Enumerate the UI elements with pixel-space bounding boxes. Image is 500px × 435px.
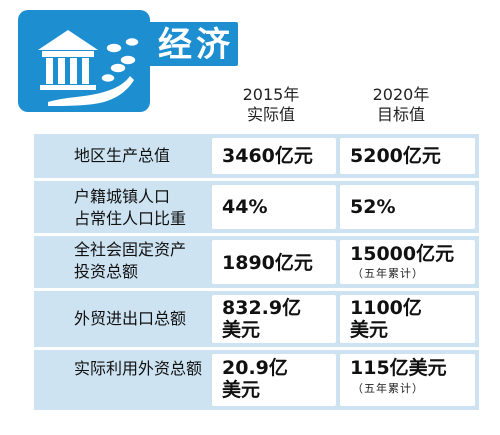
target-value: 1100亿 — [350, 297, 422, 319]
target-value: 美元 — [350, 319, 389, 341]
bank-with-coins-icon — [38, 30, 140, 106]
actual-cell: 832.9亿 美元 — [212, 295, 336, 343]
table-row: 户籍城镇人口 占常住人口比重 44% 52% — [34, 181, 479, 236]
actual-cell: 20.9亿 美元 — [212, 354, 336, 406]
section-title: 经济 — [158, 25, 234, 65]
target-value: 115亿美元 — [350, 357, 447, 379]
actual-value: 美元 — [222, 319, 261, 341]
column-header-2015: 2015年 实际值 — [216, 85, 326, 125]
table-row: 地区生产总值 3460亿元 5200亿元 — [34, 134, 479, 181]
target-cell: 52% — [340, 185, 475, 229]
column-year: 2015年 — [242, 85, 300, 104]
actual-value: 美元 — [222, 379, 261, 401]
actual-cell: 44% — [212, 185, 336, 229]
actual-value: 44% — [222, 196, 268, 218]
row-label: 地区生产总值 — [74, 146, 171, 165]
header-icon-box — [18, 10, 150, 112]
target-value: 15000亿元 — [350, 243, 455, 265]
target-value: 5200亿元 — [350, 145, 441, 167]
actual-value: 3460亿元 — [222, 145, 313, 167]
row-label: 占常住人口比重 — [74, 209, 187, 228]
target-cell: 1100亿 美元 — [340, 295, 475, 343]
target-value: 52% — [350, 196, 396, 218]
target-cell: 5200亿元 — [340, 138, 475, 174]
row-label: 户籍城镇人口 — [74, 187, 171, 206]
column-type: 实际值 — [246, 105, 295, 124]
table-row: 实际利用外资总额 20.9亿 美元 115亿美元 （五年累计） — [34, 350, 479, 413]
table-row: 全社会固定资产 投资总额 1890亿元 15000亿元 （五年累计） — [34, 236, 479, 291]
actual-value: 20.9亿 — [222, 357, 288, 379]
actual-cell: 1890亿元 — [212, 240, 336, 284]
actual-cell: 3460亿元 — [212, 138, 336, 174]
column-type: 目标值 — [376, 105, 425, 124]
column-header-2020: 2020年 目标值 — [346, 85, 456, 125]
target-cell: 15000亿元 （五年累计） — [340, 240, 475, 284]
target-cell: 115亿美元 （五年累计） — [340, 354, 475, 406]
column-year: 2020年 — [372, 85, 430, 104]
actual-value: 832.9亿 — [222, 297, 302, 319]
target-note: （五年累计） — [352, 382, 424, 395]
row-label: 实际利用外资总额 — [74, 359, 203, 378]
table-row: 外贸进出口总额 832.9亿 美元 1100亿 美元 — [34, 291, 479, 350]
target-note: （五年累计） — [352, 267, 424, 280]
row-label: 投资总额 — [74, 262, 139, 281]
row-label: 外贸进出口总额 — [74, 309, 187, 328]
row-label: 全社会固定资产 — [74, 240, 187, 259]
actual-value: 1890亿元 — [222, 252, 313, 274]
